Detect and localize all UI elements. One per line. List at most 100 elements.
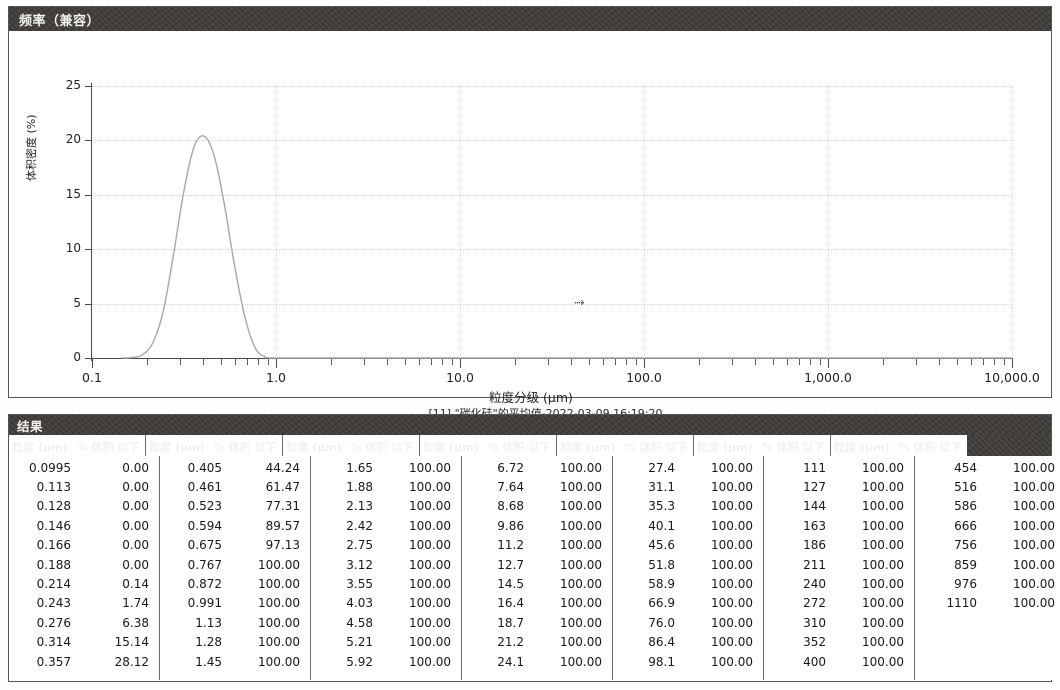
cell-percent-below: 0.00 bbox=[122, 460, 149, 475]
column-group[interactable]: 1.65 100.00 1.88 100.00 2.13 100.00 2.42 100.00… bbox=[310, 456, 461, 680]
table-row[interactable]: 14.5 100.00 bbox=[462, 574, 612, 593]
table-row[interactable]: 400 100.00 bbox=[764, 652, 914, 671]
table-row[interactable]: 0.767 100.00 bbox=[160, 555, 310, 574]
column-header-percent: % 体积 以下 bbox=[76, 440, 140, 454]
table-row[interactable]: 756 100.00 bbox=[915, 536, 1060, 555]
table-row[interactable]: 31.1 100.00 bbox=[613, 477, 763, 496]
cell-percent-below: 61.47 bbox=[265, 480, 300, 495]
cell-percent-below: 100.00 bbox=[711, 460, 753, 475]
cell-percent-below: 100.00 bbox=[711, 596, 753, 611]
table-row[interactable]: 0.675 97.13 bbox=[160, 536, 310, 555]
table-row[interactable]: 272 100.00 bbox=[764, 594, 914, 613]
table-row[interactable]: 454 100.00 bbox=[915, 458, 1060, 477]
table-row[interactable]: 0.276 6.38 bbox=[9, 613, 159, 632]
table-row[interactable]: 0.523 77.31 bbox=[160, 497, 310, 516]
table-row[interactable]: 8.68 100.00 bbox=[462, 497, 612, 516]
table-row[interactable]: 40.1 100.00 bbox=[613, 516, 763, 535]
column-group[interactable]: 454 100.00 516 100.00 586 100.00 666 100.00 756 1… bbox=[914, 456, 1060, 680]
column-group[interactable]: 0.405 44.24 0.461 61.47 0.523 77.31 0.594 89.57… bbox=[159, 456, 310, 680]
chart-plot-area[interactable]: 体积密度 (%) 0 5 10 15 20 25 0.1 1.0 10.0 100.0 1,000… bbox=[9, 31, 1051, 420]
table-row[interactable]: 5.92 100.00 bbox=[311, 652, 461, 671]
table-row[interactable]: 18.7 100.00 bbox=[462, 613, 612, 632]
column-group[interactable]: 0.0995 0.00 0.113 0.00 0.128 0.00 0.146 0.00 0.1… bbox=[9, 456, 159, 680]
table-row[interactable]: 4.03 100.00 bbox=[311, 594, 461, 613]
table-row[interactable]: 0.243 1.74 bbox=[9, 594, 159, 613]
cell-percent-below: 100.00 bbox=[409, 596, 451, 611]
table-row[interactable]: 0.461 61.47 bbox=[160, 477, 310, 496]
table-row[interactable]: 9.86 100.00 bbox=[462, 516, 612, 535]
table-row[interactable]: 2.13 100.00 bbox=[311, 497, 461, 516]
cell-percent-below: 100.00 bbox=[560, 654, 602, 669]
table-row[interactable]: 1110 100.00 bbox=[915, 594, 1060, 613]
table-row[interactable]: 586 100.00 bbox=[915, 497, 1060, 516]
table-row[interactable]: 211 100.00 bbox=[764, 555, 914, 574]
column-group[interactable]: 111 100.00 127 100.00 144 100.00 163 100.00 186 1… bbox=[763, 456, 914, 680]
table-row[interactable]: 163 100.00 bbox=[764, 516, 914, 535]
table-row[interactable]: 0.0995 0.00 bbox=[9, 458, 159, 477]
table-row[interactable]: 144 100.00 bbox=[764, 497, 914, 516]
table-row[interactable]: 5.21 100.00 bbox=[311, 633, 461, 652]
table-row[interactable]: 16.4 100.00 bbox=[462, 594, 612, 613]
table-row[interactable]: 0.214 0.14 bbox=[9, 574, 159, 593]
table-row[interactable]: 0.314 15.14 bbox=[9, 633, 159, 652]
table-row[interactable]: 27.4 100.00 bbox=[613, 458, 763, 477]
table-row[interactable]: 6.72 100.00 bbox=[462, 458, 612, 477]
table-row[interactable]: 45.6 100.00 bbox=[613, 536, 763, 555]
table-row[interactable]: 0.128 0.00 bbox=[9, 497, 159, 516]
table-row[interactable]: 98.1 100.00 bbox=[613, 652, 763, 671]
table-row[interactable]: 21.2 100.00 bbox=[462, 633, 612, 652]
table-row[interactable]: 111 100.00 bbox=[764, 458, 914, 477]
x-tick-minor bbox=[386, 359, 388, 365]
column-group-header: 粒度 (μm) % 体积 以下 bbox=[830, 435, 967, 456]
table-row[interactable]: 859 100.00 bbox=[915, 555, 1060, 574]
table-row[interactable]: 976 100.00 bbox=[915, 574, 1060, 593]
table-row[interactable]: 35.3 100.00 bbox=[613, 497, 763, 516]
table-row[interactable]: 2.75 100.00 bbox=[311, 536, 461, 555]
table-row[interactable]: 76.0 100.00 bbox=[613, 613, 763, 632]
column-group[interactable]: 27.4 100.00 31.1 100.00 35.3 100.00 40.1 100.00… bbox=[612, 456, 763, 680]
table-row[interactable]: 352 100.00 bbox=[764, 633, 914, 652]
table-row[interactable]: 66.9 100.00 bbox=[613, 594, 763, 613]
column-header-size: 粒度 (μm) bbox=[560, 440, 616, 454]
table-row[interactable]: 7.64 100.00 bbox=[462, 477, 612, 496]
cell-particle-size: 976 bbox=[954, 577, 977, 592]
x-tick-minor bbox=[235, 359, 237, 365]
table-row[interactable]: 0.991 100.00 bbox=[160, 594, 310, 613]
table-row[interactable]: 0.146 0.00 bbox=[9, 516, 159, 535]
results-table-body[interactable]: 0.0995 0.00 0.113 0.00 0.128 0.00 0.146 0.00 0.1… bbox=[9, 456, 1060, 680]
table-row[interactable]: 0.405 44.24 bbox=[160, 458, 310, 477]
cell-percent-below: 100.00 bbox=[711, 577, 753, 592]
table-row[interactable]: 1.28 100.00 bbox=[160, 633, 310, 652]
table-row[interactable]: 24.1 100.00 bbox=[462, 652, 612, 671]
table-row[interactable]: 1.13 100.00 bbox=[160, 613, 310, 632]
table-row[interactable]: 0.872 100.00 bbox=[160, 574, 310, 593]
table-row[interactable]: 0.594 89.57 bbox=[160, 516, 310, 535]
table-row[interactable]: 1.88 100.00 bbox=[311, 477, 461, 496]
table-row[interactable]: 310 100.00 bbox=[764, 613, 914, 632]
table-row[interactable]: 186 100.00 bbox=[764, 536, 914, 555]
table-row[interactable]: 127 100.00 bbox=[764, 477, 914, 496]
table-row[interactable]: 1.45 100.00 bbox=[160, 652, 310, 671]
table-row[interactable]: 1.65 100.00 bbox=[311, 458, 461, 477]
table-row[interactable]: 3.12 100.00 bbox=[311, 555, 461, 574]
x-tick-minor bbox=[147, 359, 149, 365]
table-row[interactable]: 0.188 0.00 bbox=[9, 555, 159, 574]
table-row[interactable]: 11.2 100.00 bbox=[462, 536, 612, 555]
table-row[interactable]: 0.357 28.12 bbox=[9, 652, 159, 671]
cell-percent-below: 100.00 bbox=[258, 654, 300, 669]
column-group[interactable]: 6.72 100.00 7.64 100.00 8.68 100.00 9.86 100.00… bbox=[461, 456, 612, 680]
table-row[interactable]: 516 100.00 bbox=[915, 477, 1060, 496]
table-row[interactable]: 0.113 0.00 bbox=[9, 477, 159, 496]
table-row[interactable]: 0.166 0.00 bbox=[9, 536, 159, 555]
table-row[interactable]: 58.9 100.00 bbox=[613, 574, 763, 593]
results-table-panel: 结果 粒度 (μm)% 体积 以下 粒度 (μm)% 体积 以下 粒度 (μm)% … bbox=[8, 414, 1060, 682]
table-row[interactable]: 4.58 100.00 bbox=[311, 613, 461, 632]
table-row[interactable]: 240 100.00 bbox=[764, 574, 914, 593]
table-row[interactable]: 12.7 100.00 bbox=[462, 555, 612, 574]
cell-percent-below: 100.00 bbox=[862, 518, 904, 533]
table-row[interactable]: 86.4 100.00 bbox=[613, 633, 763, 652]
table-row[interactable]: 51.8 100.00 bbox=[613, 555, 763, 574]
table-row[interactable]: 2.42 100.00 bbox=[311, 516, 461, 535]
table-row[interactable]: 3.55 100.00 bbox=[311, 574, 461, 593]
table-row[interactable]: 666 100.00 bbox=[915, 516, 1060, 535]
